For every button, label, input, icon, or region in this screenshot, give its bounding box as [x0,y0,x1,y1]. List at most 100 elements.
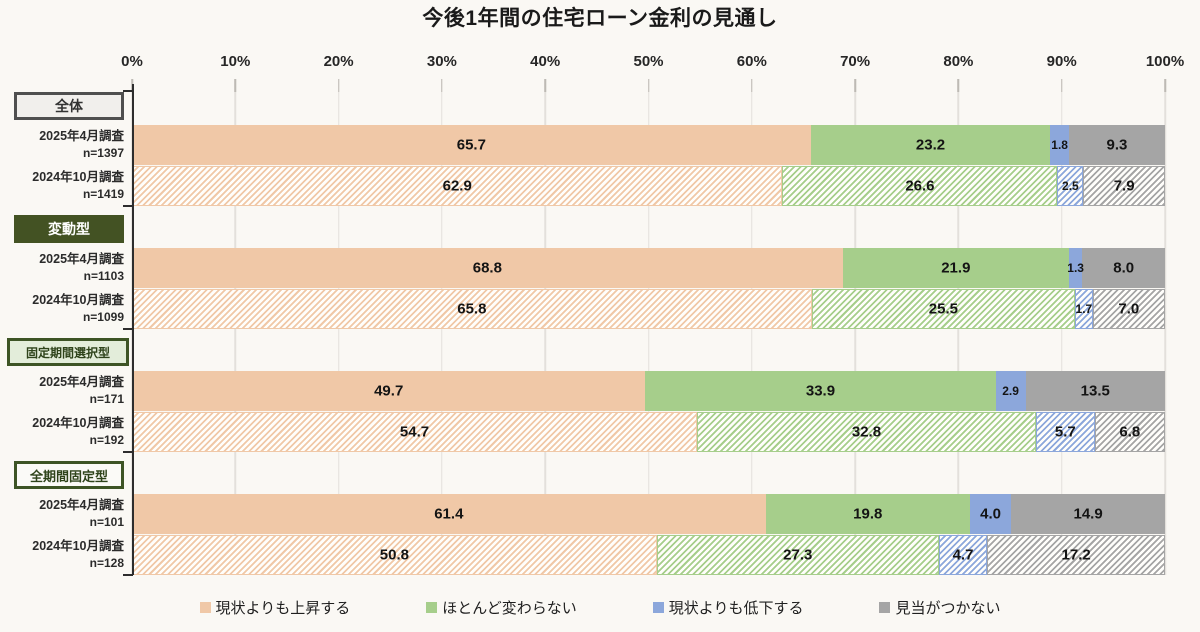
legend-item: 現状よりも低下する [652,597,804,618]
sample-size: n=1419 [82,187,124,202]
bar-row: 2025年4月調査 n=1397 65.7 23.2 1.8 9.3 [0,125,1165,165]
bar-segment: 1.8 [1050,125,1069,165]
bar-segment: 7.0 [1092,289,1165,329]
bar-row: 2025年4月調査 n=171 49.7 33.9 2.9 13.5 [0,371,1165,411]
segment-value: 14.9 [1073,505,1103,523]
bar-segment: 14.9 [1011,494,1165,534]
bar-segment: 65.7 [132,125,811,165]
row-label: 2024年10月調査 n=1419 [0,166,132,206]
sample-size: n=1397 [82,146,124,161]
category-header-row: 全体 [0,91,1165,121]
axis-boundary-tick [123,451,133,453]
stacked-bar: 62.9 26.6 2.5 7.9 [132,166,1165,206]
segment-value: 27.3 [783,546,813,564]
tick-spacer [0,79,1165,91]
legend-marker-icon [199,602,211,613]
legend-item: 現状よりも上昇する [199,597,351,618]
chart-body: 全体 2025年4月調査 n=1397 65.7 23.2 1.8 9.3 20… [0,79,1200,576]
legend-label: 現状よりも上昇する [215,600,351,617]
bar-segment: 62.9 [132,166,783,206]
legend-label: 現状よりも低下する [668,600,804,617]
legend-label: 見当がつかない [895,600,1001,617]
axis-tick-label: 10% [220,53,251,70]
bar-segment: 5.7 [1035,412,1095,452]
axis-tick-label: 90% [1046,53,1077,70]
axis-boundary-tick [123,205,133,207]
bar-segment: 49.7 [132,371,646,411]
category-group: 全期間固定型 2025年4月調査 n=101 61.4 19.8 4.0 14.… [0,460,1165,575]
legend-item: ほとんど変わらない [426,597,577,618]
bar-segment: 65.8 [132,289,812,329]
axis-boundary-tick [123,328,133,330]
bar-segment: 4.7 [938,535,988,575]
bar-segment: 13.5 [1025,371,1165,411]
segment-value: 50.8 [379,546,409,564]
segment-value: 17.2 [1061,546,1091,564]
segment-value: 65.8 [457,300,487,318]
sample-size: n=101 [89,515,124,530]
axis-tick-label: 100% [1145,53,1185,70]
segment-value: 1.3 [1067,261,1084,275]
segment-value: 1.8 [1051,138,1068,152]
sample-size: n=171 [89,392,124,407]
segment-value: 9.3 [1106,136,1128,154]
bar-segment: 27.3 [656,535,939,575]
bar-segment: 8.0 [1082,248,1165,288]
segment-value: 54.7 [399,423,430,441]
segment-value: 61.4 [434,505,464,523]
segment-value: 1.7 [1075,302,1093,316]
bar-segment: 50.8 [132,535,657,575]
category-label: 変動型 [14,215,124,243]
segment-value: 68.8 [472,259,502,277]
segment-value: 2.5 [1062,179,1079,193]
bar-segment: 19.8 [765,494,970,534]
groups: 全体 2025年4月調査 n=1397 65.7 23.2 1.8 9.3 20… [0,91,1165,575]
segment-value: 25.5 [928,300,959,318]
bar-segment: 1.3 [1067,248,1084,288]
bar-segment: 6.8 [1094,412,1165,452]
row-label: 2024年10月調査 n=192 [0,412,132,452]
sample-size: n=1103 [83,269,124,284]
bar-row: 2025年4月調査 n=101 61.4 19.8 4.0 14.9 [0,494,1165,534]
category-group: 全体 2025年4月調査 n=1397 65.7 23.2 1.8 9.3 20… [0,91,1165,206]
category-group: 変動型 2025年4月調査 n=1103 68.8 21.9 1.3 8.0 2… [0,214,1165,329]
sample-size: n=1099 [82,310,124,325]
row-label: 2025年4月調査 n=171 [0,371,132,411]
bar-segment: 21.9 [842,248,1069,288]
category-label: 全体 [14,92,124,120]
stacked-bar-chart: 0% 10% 20% 30% 40% 50% 60% 70% 80% 90% 100% 全体 202… [0,53,1200,576]
bar-segment: 68.8 [132,248,843,288]
bar-segment: 2.9 [995,371,1026,411]
axis-tick-label: 30% [426,53,457,70]
bar-segment: 23.2 [810,125,1051,165]
axis-boundary-tick [123,90,133,92]
bar-segment: 7.9 [1083,166,1165,206]
stacked-bar: 65.7 23.2 1.8 9.3 [132,125,1165,165]
segment-value: 5.7 [1054,423,1076,441]
legend-label: ほとんど変わらない [442,600,577,617]
stacked-bar: 54.7 32.8 5.7 6.8 [132,412,1165,452]
segment-value: 26.6 [905,177,935,195]
stacked-bar: 61.4 19.8 4.0 14.9 [132,494,1165,534]
segment-value: 62.9 [442,177,472,195]
survey-name: 2024年10月調査 [32,415,124,430]
segment-value: 33.9 [805,382,836,400]
sample-size: n=192 [89,433,124,448]
bar-row: 2024年10月調査 n=1419 62.9 26.6 2.5 7.9 [0,166,1165,206]
segment-value: 21.9 [941,259,971,277]
row-label: 2024年10月調査 n=128 [0,535,132,575]
legend-marker-icon [426,602,438,613]
axis-tick-label: 80% [943,53,974,70]
survey-name: 2024年10月調査 [32,538,124,553]
bar-segment: 25.5 [811,289,1076,329]
segment-value: 13.5 [1080,382,1110,400]
axis-tick-label: 50% [633,53,664,70]
legend-item: 見当がつかない [879,597,1000,618]
survey-name: 2025年4月調査 [39,374,124,389]
bar-segment: 4.0 [969,494,1012,534]
axis-tick-label: 0% [121,53,143,70]
stacked-bar: 49.7 33.9 2.9 13.5 [132,371,1165,411]
row-label: 2024年10月調査 n=1099 [0,289,132,329]
row-label: 2025年4月調査 n=101 [0,494,132,534]
